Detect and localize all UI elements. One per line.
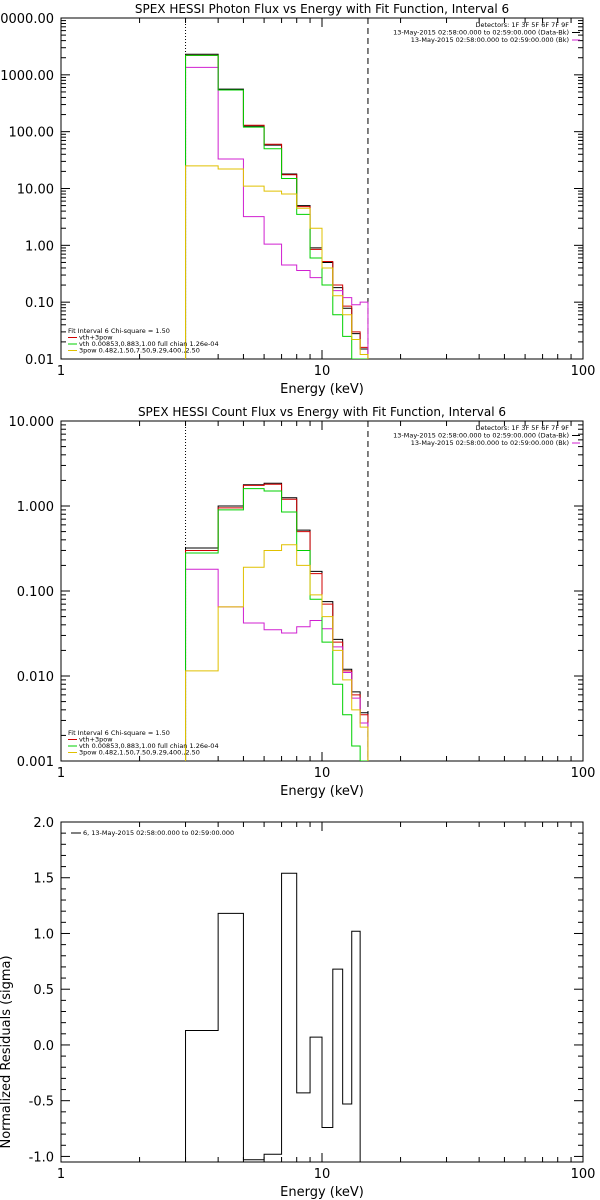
panel-2: SPEX HESSI Count Flux vs Energy with Fit…	[9, 405, 596, 799]
series-data-line	[185, 482, 369, 761]
series-thermal-line	[185, 54, 368, 359]
plot-frame	[60, 17, 584, 360]
x-tick-label: 1	[57, 1167, 65, 1182]
x-tick-label: 10	[314, 364, 331, 379]
legend-entry: vth 0.00853,0.883,1.00 full chian 1.26e-…	[79, 340, 219, 348]
series-total-line	[185, 568, 369, 761]
x-axis-label: Energy (keV)	[280, 1185, 364, 1200]
x-tick-label: 1	[57, 766, 65, 781]
legend-entry: vth+3pow	[79, 334, 113, 342]
series-pow-line	[185, 544, 369, 761]
y-tick-label: 1000.00	[0, 69, 54, 84]
x-tick-label: 100	[571, 364, 596, 379]
legend-entry: 13-May-2015 02:58:00.000 to 02:59:00.000…	[411, 439, 569, 447]
y-tick-label: 0.010	[17, 670, 54, 685]
x-tick-label: 100	[571, 766, 596, 781]
series-bk-line	[185, 483, 369, 761]
y-tick-label: 1.0	[33, 927, 54, 942]
legend-entry: 3pow 0.482,1.50,7.50,9.29,400.,2.50	[79, 749, 200, 757]
series-group	[185, 482, 369, 761]
panel-3: 1 10 100 -1.0 -0.5 0.0 0.5 1.0 1.5 2.0 Energy (keV…	[0, 816, 595, 1200]
panel-1: SPEX HESSI Photon Flux vs Energy with Fi…	[0, 2, 595, 397]
legend-entry: vth 0.00853,0.883,1.00 full chian 1.26e-…	[79, 742, 219, 750]
series-bk-line	[185, 54, 369, 359]
y-tick-label: 100.00	[9, 126, 55, 141]
y-tick-label: -0.5	[29, 1095, 54, 1110]
series-data-line	[185, 53, 369, 359]
x-tick-label: 10	[314, 1167, 331, 1182]
x-tick-label: 100	[571, 1167, 596, 1182]
y-tick-label: 0.001	[17, 755, 54, 770]
legend-entry: Fit Interval 6 Chi-square = 1.50	[68, 327, 170, 335]
y-tick-label: 0.100	[17, 585, 54, 600]
y-tick-label: 0000.00	[0, 12, 54, 27]
y-tick-label: 0.01	[25, 353, 54, 368]
plot-title: SPEX HESSI Photon Flux vs Energy with Fi…	[135, 2, 509, 16]
x-axis-label: Energy (keV)	[280, 382, 364, 397]
y-tick-label: 1.5	[33, 872, 54, 887]
y-tick-label: 10.000	[9, 415, 55, 430]
series-group	[185, 872, 361, 1162]
y-axis-label: Normalized Residuals (sigma)	[0, 955, 14, 1148]
series-thermal-line	[185, 488, 368, 761]
legend-entry: 13-May-2015 02:58:00.000 to 02:59:00.000…	[393, 432, 569, 440]
legend-entry: Detectors: 1F 3F 5F 6F 7F 9F	[475, 424, 569, 432]
legend-entry: vth+3pow	[79, 736, 113, 744]
y-tick-label: 0.5	[33, 983, 54, 998]
y-tick-label: 1.00	[25, 239, 54, 254]
y-tick-label: -1.0	[29, 1150, 54, 1165]
y-tick-label: 2.0	[33, 816, 54, 831]
y-tick-label: 0.10	[25, 296, 54, 311]
legend-entry: Detectors: 1F 3F 5F 6F 7F 9F	[475, 21, 569, 29]
x-tick-label: 10	[314, 766, 331, 781]
plot-title: SPEX HESSI Count Flux vs Energy with Fit…	[138, 405, 506, 419]
x-axis-label: Energy (keV)	[280, 784, 364, 799]
legend-entry: 6, 13-May-2015 02:58:00.000 to 02:59:00.…	[83, 829, 234, 837]
series-group	[185, 53, 369, 359]
legend-entry: 13-May-2015 02:58:00.000 to 02:59:00.000…	[393, 29, 569, 37]
y-tick-label: 1.000	[17, 500, 54, 515]
series-data-line	[185, 872, 361, 1162]
legend-entry: 13-May-2015 02:58:00.000 to 02:59:00.000…	[411, 36, 569, 44]
y-tick-label: 10.00	[17, 183, 54, 198]
x-tick-label: 1	[57, 364, 65, 379]
legend-entry: 3pow 0.482,1.50,7.50,9.29,400.,2.50	[79, 347, 200, 355]
legend-entry: Fit Interval 6 Chi-square = 1.50	[68, 729, 170, 737]
series-pow-line	[185, 165, 369, 359]
y-tick-label: 0.0	[33, 1039, 54, 1054]
